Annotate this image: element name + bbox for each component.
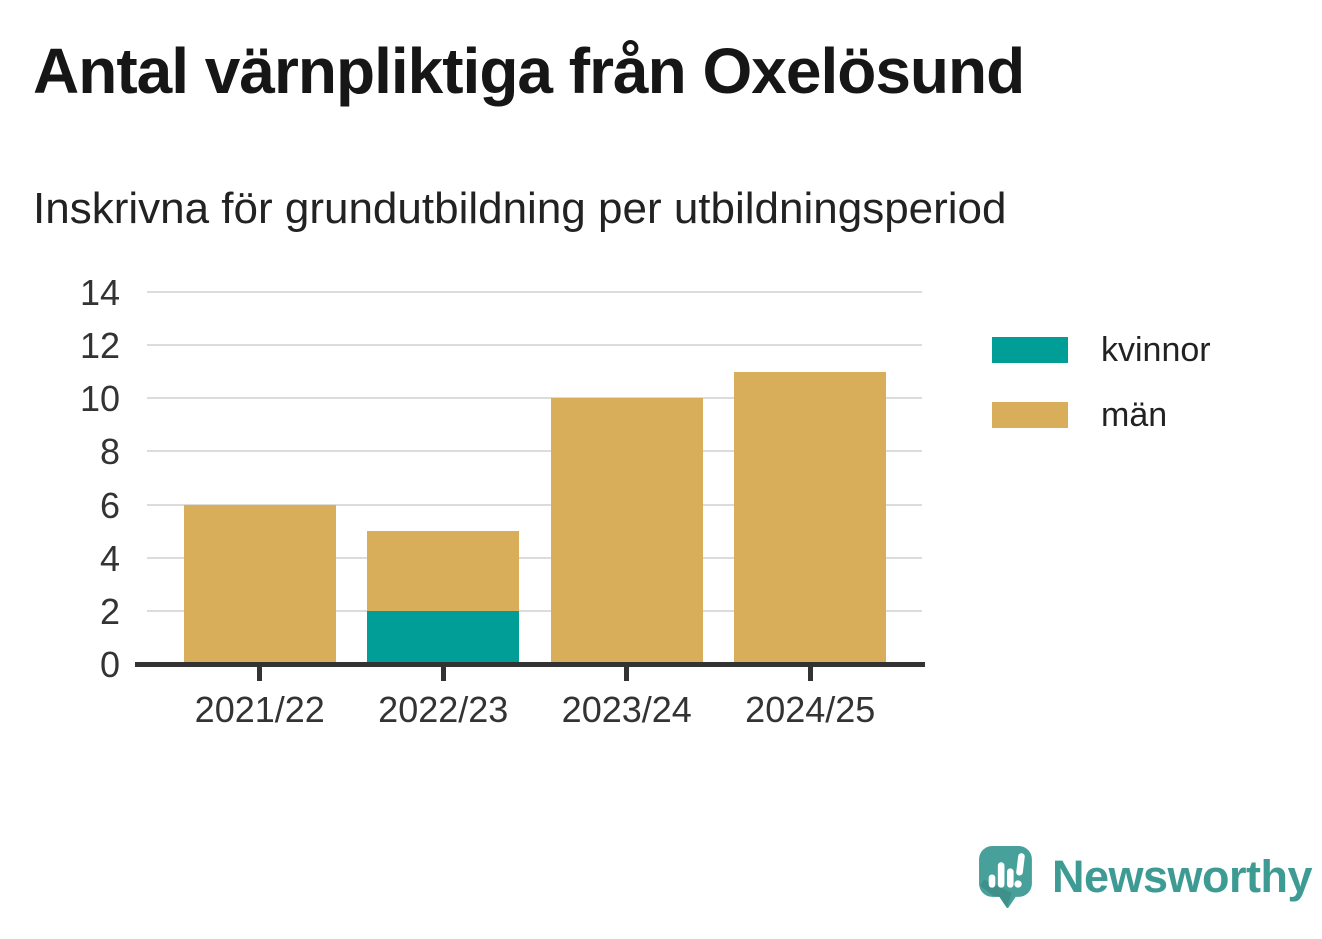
legend-label-man: män (1101, 396, 1168, 434)
gridline (147, 450, 922, 453)
x-tick-label: 2022/23 (378, 689, 509, 730)
x-tick-label: 2021/22 (194, 689, 325, 730)
legend-swatch-man (992, 402, 1068, 428)
legend-item-kvinnor: kvinnor (992, 333, 1211, 367)
brand-name: Newsworthy (1052, 850, 1313, 902)
x-axis-line (135, 662, 925, 667)
gridline (147, 556, 922, 559)
y-tick-label: 8 (99, 431, 120, 473)
newsworthy-logo-icon (979, 846, 1032, 908)
bar-segment-män (367, 531, 520, 611)
bar-segment-män (550, 398, 703, 664)
y-tick-label: 10 (79, 378, 120, 420)
x-tick-label: 2023/24 (561, 689, 692, 730)
gridline (147, 344, 922, 347)
legend: kvinnor män (992, 333, 1211, 432)
bar-segment-kvinnor (367, 610, 520, 664)
chart-subtitle: Inskrivna för grundutbildning per utbild… (33, 184, 1007, 233)
gridline (147, 503, 922, 506)
legend-item-man: män (992, 398, 1211, 432)
x-tick-mark (807, 667, 813, 681)
x-tick-mark (624, 667, 630, 681)
y-tick-label: 0 (99, 644, 120, 685)
x-tick-mark (440, 667, 446, 681)
x-tick-mark (257, 667, 263, 681)
gridline (147, 609, 922, 612)
x-tick-label: 2024/25 (745, 689, 876, 730)
y-tick-label: 12 (79, 325, 120, 367)
bar-segment-män (183, 504, 336, 664)
gridline (147, 291, 922, 293)
y-tick-label: 4 (99, 537, 120, 579)
y-tick-label: 2 (99, 590, 120, 632)
y-tick-label: 6 (99, 484, 120, 526)
legend-label-kvinnor: kvinnor (1101, 331, 1211, 369)
chart-title: Antal värnpliktiga från Oxelösund (33, 35, 1025, 107)
gridline (147, 397, 922, 400)
brand-logo: Newsworthy (978, 845, 1313, 908)
y-tick-label: 14 (79, 272, 120, 313)
legend-swatch-kvinnor (992, 337, 1068, 363)
bar-segment-män (734, 371, 887, 664)
